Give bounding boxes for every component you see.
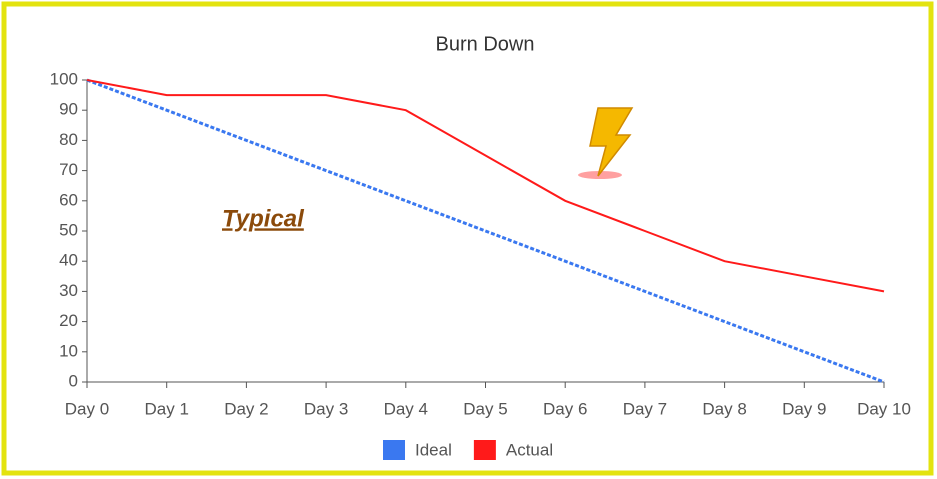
x-tick-label: Day 8 (702, 399, 746, 418)
x-tick-label: Day 6 (543, 399, 587, 418)
y-tick-label: 70 (59, 160, 78, 179)
x-tick-label: Day 10 (857, 399, 911, 418)
y-tick-label: 50 (59, 220, 78, 239)
annotation: Typical (222, 205, 305, 232)
x-tick-label: Day 5 (463, 399, 507, 418)
series-line (86, 78, 885, 384)
y-tick-label: 90 (59, 100, 78, 119)
x-tick-label: Day 1 (144, 399, 188, 418)
y-tick-label: 0 (69, 371, 78, 390)
legend-label: Ideal (415, 440, 452, 459)
y-tick-label: 20 (59, 311, 78, 330)
x-tick-label: Day 9 (782, 399, 826, 418)
x-tick-label: Day 3 (304, 399, 348, 418)
x-tick-label: Day 0 (65, 399, 109, 418)
y-tick-label: 100 (50, 69, 78, 88)
x-tick-label: Day 2 (224, 399, 268, 418)
y-tick-label: 80 (59, 130, 78, 149)
y-tick-label: 40 (59, 251, 78, 270)
legend-label: Actual (506, 440, 553, 459)
legend-swatch (383, 440, 405, 460)
legend-swatch (473, 440, 496, 460)
y-tick-label: 60 (59, 190, 78, 209)
x-tick-label: Day 4 (384, 399, 428, 418)
chart-title: Burn Down (436, 33, 535, 55)
y-tick-label: 30 (59, 281, 78, 300)
lightning-icon (578, 107, 634, 179)
series-line (86, 79, 885, 293)
x-tick-label: Day 7 (623, 399, 667, 418)
y-tick-label: 10 (59, 341, 78, 360)
